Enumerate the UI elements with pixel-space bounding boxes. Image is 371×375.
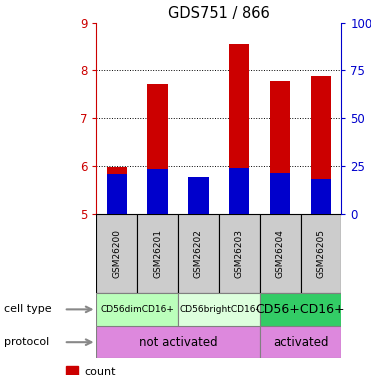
Bar [311, 76, 331, 214]
Title: GDS751 / 866: GDS751 / 866 [168, 6, 270, 21]
Bar [219, 214, 260, 292]
Bar [107, 174, 127, 214]
Text: CD56+CD16+: CD56+CD16+ [256, 303, 345, 316]
Bar [66, 366, 78, 375]
Bar [148, 84, 168, 214]
Bar [229, 168, 250, 214]
Bar [260, 214, 301, 292]
Bar [229, 44, 250, 214]
Bar [311, 179, 331, 214]
Bar [188, 177, 209, 214]
Text: protocol: protocol [4, 337, 49, 347]
Text: CD56brightCD16-: CD56brightCD16- [179, 305, 259, 314]
Bar [178, 214, 219, 292]
Bar [270, 81, 290, 214]
Bar [188, 179, 209, 214]
Bar [96, 326, 260, 358]
Bar [260, 326, 341, 358]
Bar [96, 214, 137, 292]
Text: GSM26203: GSM26203 [235, 229, 244, 278]
Text: activated: activated [273, 336, 328, 349]
Text: count: count [85, 367, 116, 375]
Bar [178, 292, 260, 326]
Text: GSM26200: GSM26200 [112, 229, 121, 278]
Bar [301, 214, 341, 292]
Text: GSM26201: GSM26201 [153, 229, 162, 278]
Bar [107, 167, 127, 214]
Bar [96, 292, 178, 326]
Bar [270, 173, 290, 214]
Bar [148, 169, 168, 214]
Text: GSM26202: GSM26202 [194, 229, 203, 278]
Text: CD56dimCD16+: CD56dimCD16+ [100, 305, 174, 314]
Bar [137, 214, 178, 292]
Text: GSM26204: GSM26204 [276, 229, 285, 278]
Text: cell type: cell type [4, 304, 51, 314]
Text: GSM26205: GSM26205 [316, 229, 325, 278]
Text: not activated: not activated [139, 336, 217, 349]
Bar [260, 292, 341, 326]
